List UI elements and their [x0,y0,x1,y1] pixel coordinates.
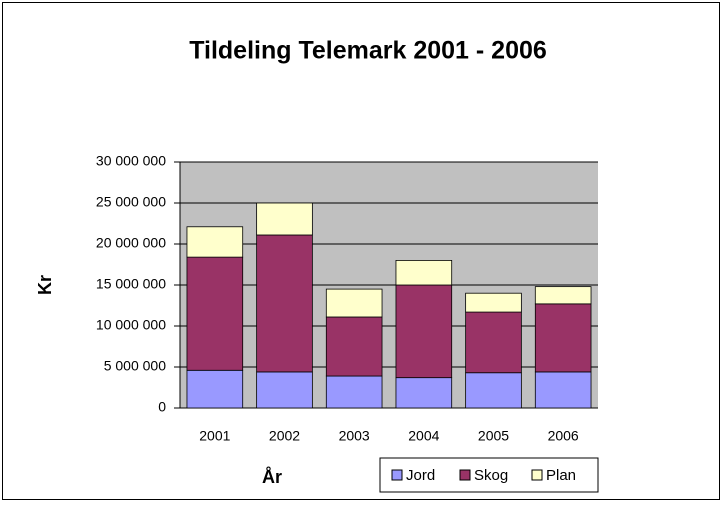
y-tick-label: 30 000 000 [96,153,166,169]
x-tick-label: 2001 [199,428,230,444]
bar-segment [465,311,522,374]
chart-title: Tildeling Telemark 2001 - 2006 [189,37,547,65]
legend-label: Plan [546,467,576,484]
x-tick-label: 2002 [269,428,300,444]
bar-segment [465,372,522,409]
y-tick-label: 5 000 000 [104,358,166,374]
bar-segment [534,286,592,305]
bar-segment [465,292,522,313]
bar-segment [395,259,453,286]
bar-segment [186,369,244,409]
legend-box [379,457,599,493]
bar-segment [186,256,244,371]
bar-segment [534,303,592,373]
bar-segment [186,226,244,258]
y-tick-label: 10 000 000 [96,317,166,333]
bar-segment [325,375,383,409]
y-tick-label: 25 000 000 [96,194,166,210]
bar-segment [395,377,453,409]
y-tick-label: 0 [158,399,166,415]
x-axis-label: År [262,467,282,487]
legend-swatch [531,469,543,481]
bar-segment [395,284,453,379]
x-tick-label: 2004 [408,428,439,444]
x-tick-label: 2006 [548,428,579,444]
legend-swatch [391,469,403,481]
y-axis-label: Kr [35,275,55,295]
bar-segment [256,202,313,236]
y-tick-label: 15 000 000 [96,276,166,292]
x-tick-label: 2005 [478,428,509,444]
bar-segment [256,371,313,409]
x-tick-label: 2003 [339,428,370,444]
bar-segment [534,371,592,409]
legend-swatch [459,469,471,481]
legend-label: Jord [406,467,435,484]
y-tick-label: 20 000 000 [96,235,166,251]
bar-segment [325,288,383,318]
bar-segment [256,234,313,373]
legend-label: Skog [474,467,508,484]
bar-segment [325,316,383,377]
